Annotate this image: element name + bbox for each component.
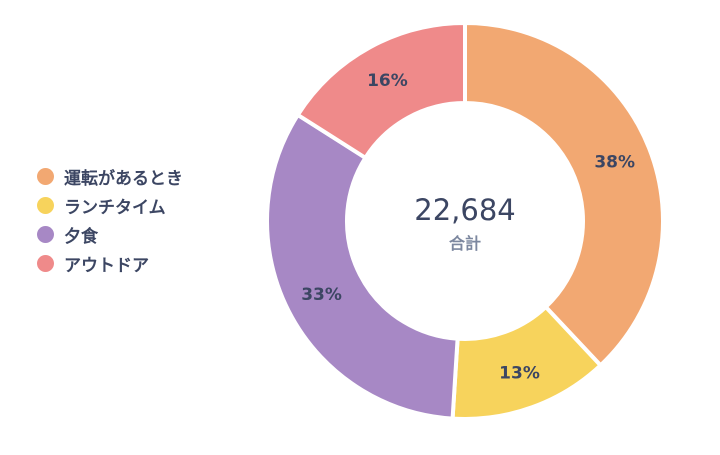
center-total: 22,684 xyxy=(414,193,515,227)
slice-percent-label: 13% xyxy=(499,363,540,383)
legend-label: ランチタイム xyxy=(64,198,166,218)
donut-slice-2 xyxy=(265,112,460,421)
legend-swatch-icon xyxy=(37,255,54,272)
donut-slice-0 xyxy=(463,20,665,369)
legend-label: 夕食 xyxy=(64,227,98,247)
chart-legend: 運転があるとき ランチタイム 夕食アウトドア xyxy=(37,166,183,276)
legend-swatch-icon xyxy=(37,168,54,185)
legend-item: 夕食 xyxy=(37,224,183,247)
legend-item: ランチタイム xyxy=(37,195,183,218)
center-label: 合計 xyxy=(449,234,481,253)
donut-slice-3 xyxy=(295,20,467,161)
legend-swatch-icon xyxy=(37,226,54,243)
legend-item: 運転があるとき xyxy=(37,166,183,189)
slice-percent-label: 16% xyxy=(367,71,408,91)
legend-item: アウトドア xyxy=(37,253,183,276)
slice-percent-label: 38% xyxy=(594,153,635,173)
slice-percent-label: 33% xyxy=(301,285,342,305)
legend-label: 運転があるとき xyxy=(64,169,183,189)
legend-swatch-icon xyxy=(37,197,54,214)
legend-label: アウトドア xyxy=(64,256,149,276)
